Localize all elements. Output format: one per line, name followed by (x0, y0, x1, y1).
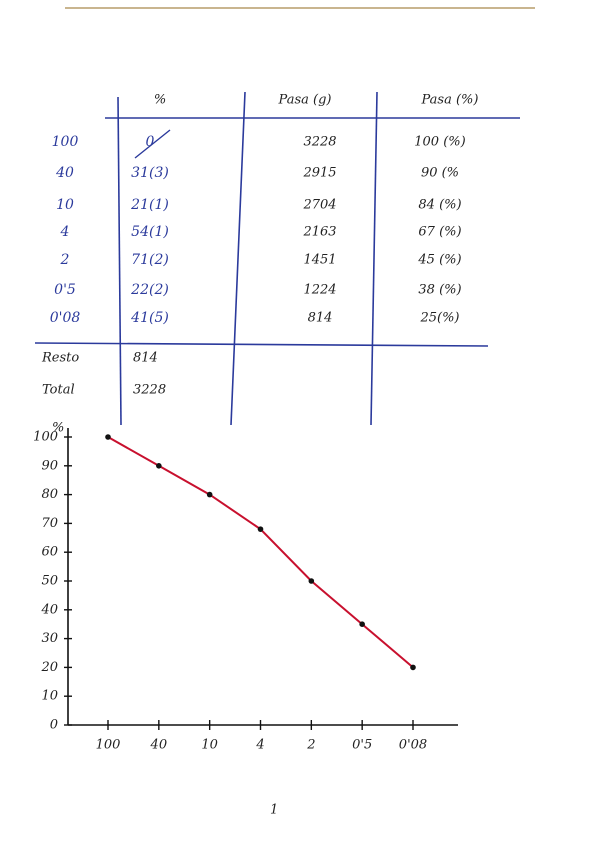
x-tick-label: 0'5 (352, 738, 372, 753)
x-tick-label: 2 (306, 738, 315, 753)
row-label: 2 (60, 252, 70, 268)
cell: 2704 (302, 198, 336, 213)
x-tick-label: 100 (96, 738, 121, 753)
cell: 22(2) (130, 282, 169, 298)
cell: 84 (%) (418, 198, 461, 213)
y-tick-label: 30 (41, 631, 58, 646)
cell: 3228 (133, 383, 166, 398)
cell: 0 (146, 134, 155, 150)
row-label: 0'08 (50, 310, 81, 326)
point (410, 664, 416, 671)
cell: 1224 (303, 283, 336, 298)
x-tick-label: 10 (201, 738, 218, 753)
cell: 41(5) (130, 310, 169, 326)
cell: 21(1) (130, 197, 169, 213)
column-header: Pasa (g) (278, 93, 332, 108)
row-label: 10 (56, 197, 74, 213)
cell: 90 (% (421, 166, 459, 181)
column-header: % (154, 93, 166, 108)
cell: 3228 (303, 135, 336, 150)
x-tick-label: 0'08 (399, 738, 427, 753)
cell: 25(%) (419, 311, 459, 326)
cell: 814 (308, 311, 333, 326)
point (206, 491, 213, 498)
page-number: 1 (270, 803, 278, 818)
cell: 67 (%) (418, 225, 461, 240)
point (105, 434, 111, 440)
y-tick-label: 40 (40, 602, 58, 617)
point (308, 578, 315, 584)
y-tick-label: 20 (40, 660, 58, 675)
y-tick-label: 100 (33, 430, 58, 445)
y-tick-label: 80 (41, 487, 58, 502)
row-label: 0'5 (54, 282, 76, 298)
cell: 45 (%) (417, 253, 461, 268)
row-label: Total (42, 383, 75, 398)
y-axis-label: % (52, 421, 64, 436)
point (257, 526, 264, 532)
bottom-rule (34, 342, 489, 347)
cell: 100 (%) (414, 135, 465, 150)
point (359, 621, 365, 627)
y-tick-label: 50 (41, 574, 58, 589)
cell: 71(2) (131, 252, 169, 268)
point (156, 463, 162, 469)
cell: 38 (%) (418, 283, 461, 298)
y-tick-label: 90 (41, 458, 58, 473)
row-label: 4 (60, 224, 70, 240)
column-header: Pasa (%) (421, 93, 479, 108)
row-label: 100 (52, 134, 79, 150)
column-rule (230, 91, 246, 426)
column-rule (117, 96, 122, 426)
y-tick-label: 10 (41, 689, 58, 704)
row-label: Resto (41, 351, 79, 366)
cell: 2163 (302, 225, 336, 240)
cell: 1451 (303, 253, 336, 268)
row-label: 40 (55, 165, 74, 181)
x-tick-label: 40 (150, 738, 168, 753)
y-tick-label: 0 (50, 718, 58, 733)
table: % Pasa (g) Pasa (%) 100 0 3228 100 (%) 40 31(3) 2… (41, 93, 478, 398)
strike-through (134, 129, 171, 159)
y-tick-label: 70 (41, 516, 58, 531)
cell: 31(3) (131, 165, 169, 181)
y-tick-label: 60 (41, 545, 58, 560)
cell: 2915 (302, 166, 336, 181)
column-rule (370, 91, 378, 426)
chart: % 0 10 20 30 40 50 60 70 80 90 100 100 40 10 4 2 0'5 0'08 (33, 421, 458, 753)
x-tick-label: 4 (255, 738, 264, 753)
cell: 814 (133, 351, 158, 366)
cell: 54(1) (131, 224, 169, 240)
